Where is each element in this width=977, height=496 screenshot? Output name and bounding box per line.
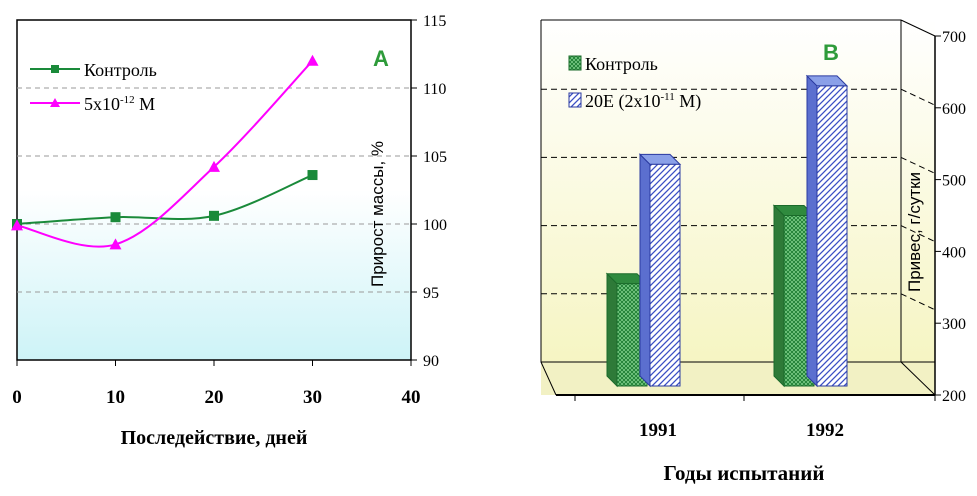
panel-a-legend-entry-control: Контроль: [30, 60, 157, 80]
panel-b-y-tick-label: 500: [942, 173, 966, 190]
panel-a-y-tick-label: 100: [423, 217, 447, 234]
panel-a-y-tick-label: 95: [423, 285, 439, 302]
panel-a-legend-label-control: Контроль: [84, 60, 157, 80]
panel-a-legend-label-treated: 5x10-12 M: [84, 94, 155, 114]
panel-a-y-tick-label: 90: [423, 353, 439, 370]
panel-b-y-ticks: 200 300 400 500 600 700: [935, 29, 966, 405]
panel-a-y-tick-label: 115: [423, 13, 446, 30]
panel-b-bar-treated: [816, 85, 848, 387]
panel-b-legend-entry-treated: 20E (2x10-11 M): [568, 91, 701, 112]
panel-b-legend-label-control: Контроль: [585, 54, 658, 74]
panel-b-legend-label-treated: 20E (2x10-11 M): [585, 91, 701, 112]
panel-a-plot-area: [16, 19, 412, 361]
panel-b-letter: B: [823, 40, 839, 65]
panel-b-bar-side-control: [773, 204, 785, 388]
panel-b-bars: [605, 74, 849, 388]
panel-a-letter: A: [373, 46, 389, 71]
panel-b-y-tick-label: 400: [942, 244, 966, 261]
panel-b-x-axis-label: Годы испытаний: [664, 461, 825, 485]
panel-a-x-ticks: 0 10 20 30 40: [12, 360, 421, 408]
panel-b-gridline-side: [900, 88, 936, 106]
panel-a-legend-entry-treated: 5x10-12 M: [30, 94, 155, 114]
panel-b-x-tick-label: 1991: [639, 420, 677, 441]
panel-a-point-control: [307, 170, 318, 181]
panel-b-bar-side-treated: [806, 74, 818, 388]
panel-a-x-axis-label: Последействие, дней: [121, 427, 308, 449]
panel-a-y-tick-label: 105: [423, 149, 447, 166]
panel-a-x-tick-label: 30: [303, 387, 322, 408]
panel-a-x-tick-label: 0: [12, 387, 22, 408]
panel-b-back-wall: [541, 20, 935, 395]
panel-a-legend: Контроль 5x10-12 M: [30, 60, 157, 114]
panel-a-gridlines: [17, 87, 411, 293]
panel-a-point-treated: [208, 160, 220, 172]
panel-b-x-ticks: 1991 1992: [574, 395, 936, 441]
panel-b-y-tick-label: 700: [942, 29, 966, 46]
panel-a-x-tick-label: 10: [106, 387, 125, 408]
panel-b-y-axis-label: Привес, г/сутки: [905, 172, 924, 292]
panel-b-y-tick-label: 600: [942, 101, 966, 118]
panel-b-x-tick-label: 1992: [806, 420, 844, 441]
panel-a-x-tick-label: 20: [205, 387, 224, 408]
panel-a-point-treated: [109, 238, 122, 250]
panel-b-gridline-side: [900, 225, 936, 243]
panel-b-gridline-side: [900, 293, 936, 311]
panel-a-point-control: [110, 212, 121, 223]
panel-a-point-treated: [306, 54, 319, 66]
panel-a-series: [11, 54, 319, 250]
panel-a-x-tick-label: 40: [402, 387, 421, 408]
panel-b-legend: Контроль 20E (2x10-11 M): [568, 54, 701, 112]
panel-b-bar-side-control: [606, 272, 618, 388]
panel-b-y-tick-label: 300: [942, 316, 966, 333]
panel-a-point-treated: [11, 219, 23, 231]
panel-b-y-tick-label: 200: [942, 388, 966, 405]
panel-b: 200 300 400 500 600 700 1991 1992 Контроль 20E…: [540, 19, 966, 485]
panel-b-bar-treated: [649, 163, 681, 387]
panel-a-y-axis-label: Прирост массы, %: [368, 141, 387, 287]
panel-b-floor: [541, 362, 935, 395]
panel-a-y-ticks: 90 95 100 105 110 115: [411, 13, 447, 370]
panel-a-y-tick-label: 110: [423, 81, 446, 98]
panel-b-gridline-side: [900, 156, 936, 174]
panel-b-legend-entry-control: Контроль: [568, 54, 658, 74]
panel-a: 90 95 100 105 110 115 0 10 20 30 40 Контроль 5x10…: [11, 13, 447, 449]
panel-a-series-line-control: [16, 174, 313, 225]
panel-a-point-control: [209, 210, 219, 221]
panel-b-bar-side-treated: [639, 153, 651, 388]
panel-a-series-line-treated: [16, 60, 314, 248]
